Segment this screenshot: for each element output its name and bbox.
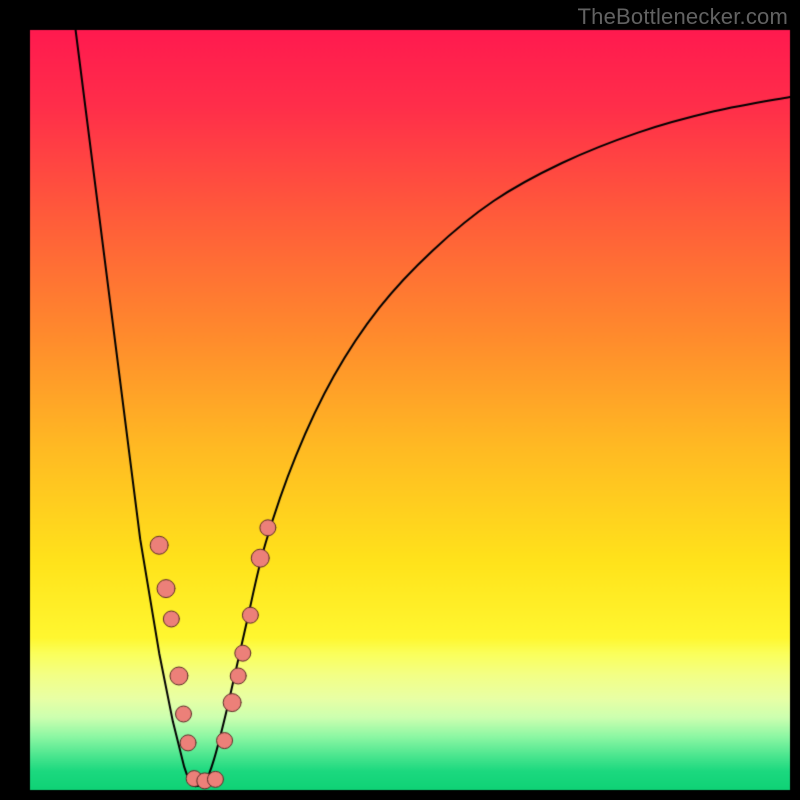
bottleneck-curve-chart <box>0 0 800 800</box>
chart-stage: TheBottlenecker.com <box>0 0 800 800</box>
watermark-text: TheBottlenecker.com <box>578 4 788 30</box>
